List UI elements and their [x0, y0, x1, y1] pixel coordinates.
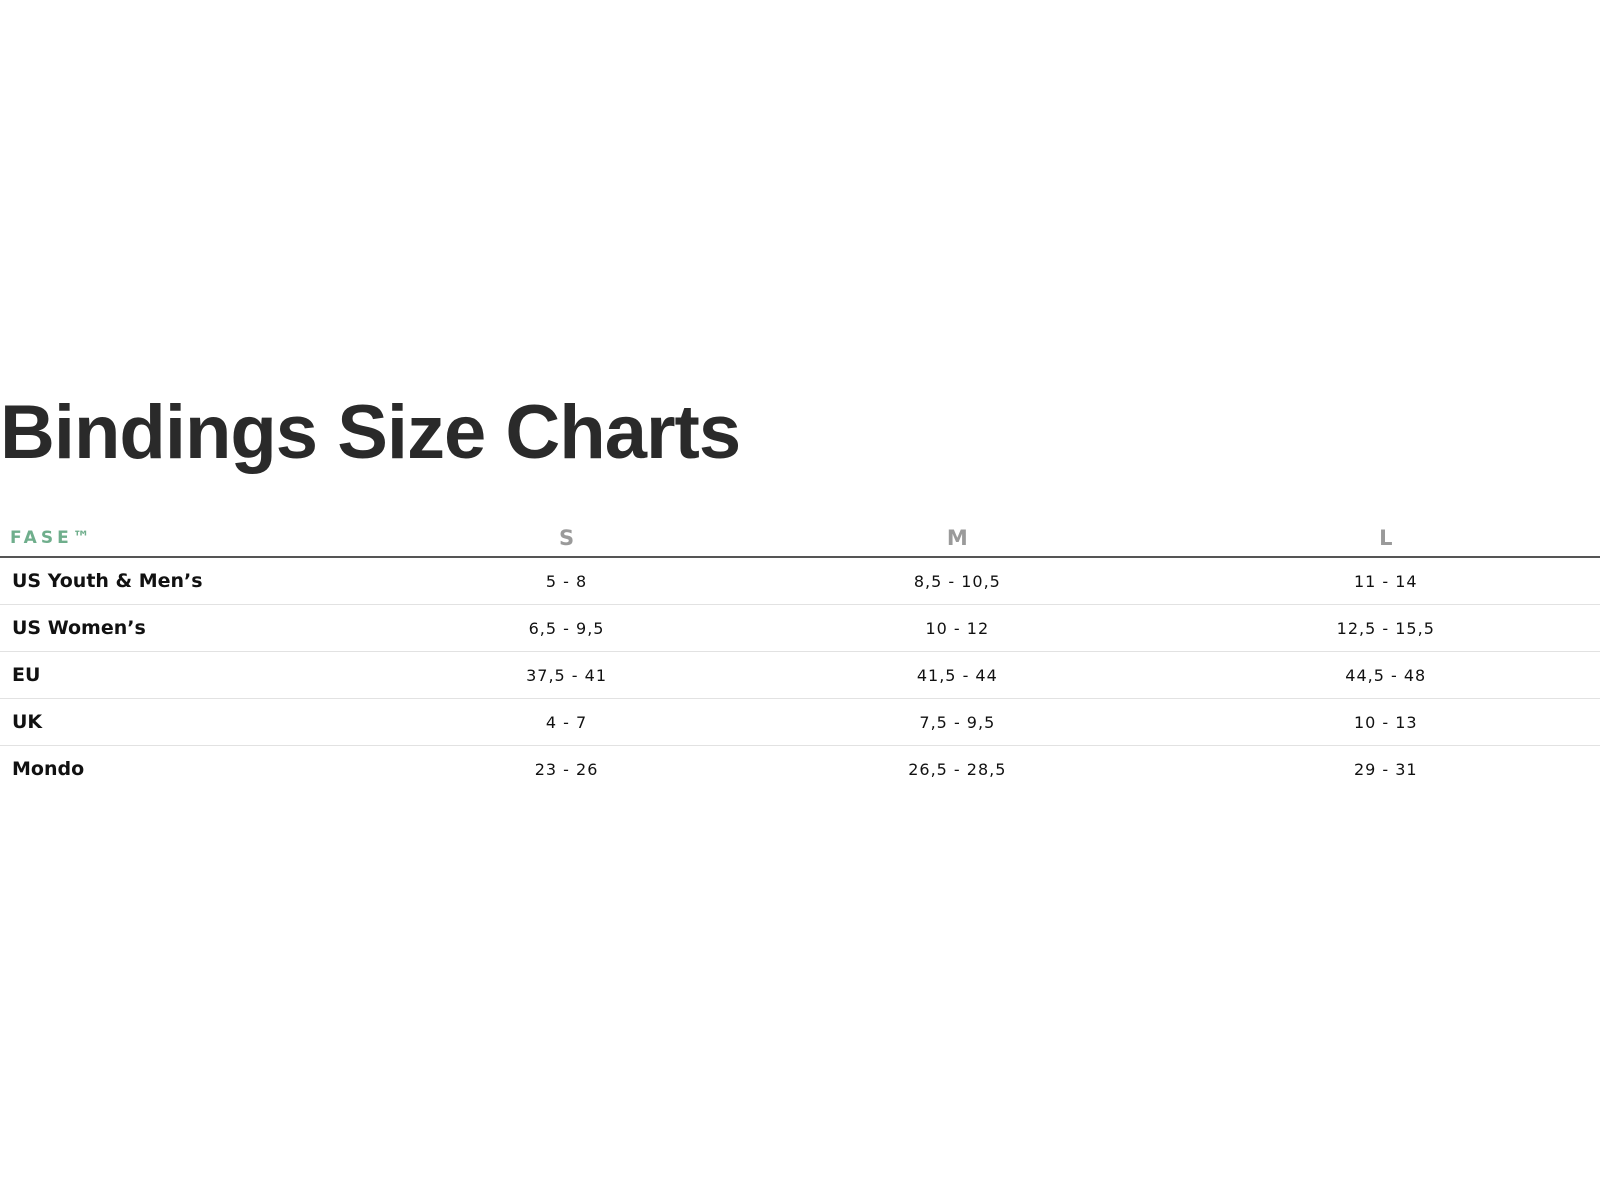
- table-row: US Youth & Men’s 5 - 8 8,5 - 10,5 11 - 14: [0, 557, 1600, 605]
- size-range-cell: 4 - 7: [390, 698, 744, 746]
- size-chart-table: FASE™ S M L US Youth & Men’s 5 - 8 8,5 - 1…: [0, 520, 1600, 792]
- size-range-cell: 41,5 - 44: [743, 651, 1172, 699]
- row-label: US Women’s: [0, 604, 390, 652]
- table-row: Mondo 23 - 26 26,5 - 28,5 29 - 31: [0, 746, 1600, 793]
- row-label: Mondo: [12, 758, 85, 780]
- size-range-cell: 11 - 14: [1171, 557, 1600, 605]
- table-row: EU 37,5 - 41 41,5 - 44 44,5 - 48: [0, 651, 1600, 699]
- size-range-cell: 6,5 - 9,5: [390, 604, 744, 652]
- size-range-cell: 10 - 12: [743, 604, 1172, 652]
- table-row: UK 4 - 7 7,5 - 9,5 10 - 13: [0, 698, 1600, 746]
- size-range-cell: 12,5 - 15,5: [1171, 604, 1600, 652]
- size-range-cell: 5 - 8: [390, 557, 744, 605]
- size-range-cell: 29 - 31: [1353, 759, 1418, 779]
- row-label: UK: [0, 698, 390, 746]
- row-label: US Youth & Men’s: [0, 557, 390, 605]
- size-range-cell: 44,5 - 48: [1171, 651, 1600, 699]
- size-range-cell: 7,5 - 9,5: [743, 698, 1172, 746]
- size-header-m: M: [743, 520, 1172, 558]
- header-row: FASE™ S M L: [0, 520, 1600, 558]
- page-title: Bindings Size Charts: [0, 390, 741, 475]
- table-row: US Women’s 6,5 - 9,5 10 - 12 12,5 - 15,5: [0, 604, 1600, 652]
- size-range-cell: 26,5 - 28,5: [908, 759, 1007, 779]
- size-range-cell: 10 - 13: [1171, 698, 1600, 746]
- size-range-cell: 8,5 - 10,5: [743, 557, 1172, 605]
- size-range-cell: 23 - 26: [534, 759, 599, 779]
- size-header-s: S: [390, 520, 744, 558]
- brand-header: FASE™: [0, 520, 390, 558]
- row-label: EU: [0, 651, 390, 699]
- size-header-l: L: [1171, 520, 1600, 558]
- size-range-cell: 37,5 - 41: [390, 651, 744, 699]
